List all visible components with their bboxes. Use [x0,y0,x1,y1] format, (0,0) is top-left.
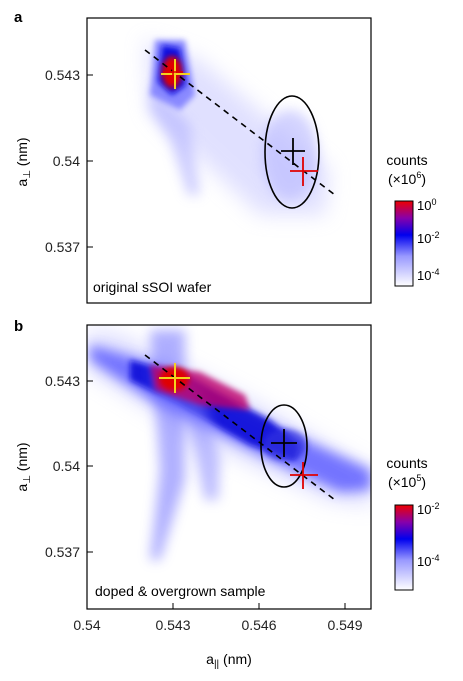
panel-b-xtick-2: 0.546 [241,617,276,633]
panel-b-y-ticks: 0.543 0.54 0.537 [45,373,93,560]
panel-a-red-cross [290,157,318,186]
panel-a-colorbar-scale: (×106) [388,170,426,187]
panel-b-ytick-0: 0.543 [45,373,80,389]
panel-b-y-label: a⊥ (nm) [14,442,33,491]
panel-b-yellow-cross [159,363,190,393]
panel-a-ytick-0: 0.543 [45,67,80,83]
panel-a-ytick-2: 0.537 [45,239,80,255]
panel-a-colorbar: counts (×106) 100 10-2 10-4 [386,152,439,287]
panel-a-yellow-cross [161,59,190,89]
panel-b-xtick-1: 0.543 [155,617,190,633]
panel-b-frame [86,324,372,610]
panel-a-colorbar-bottom: 10-4 [417,267,439,283]
panel-a-caption: original sSOI wafer [93,279,212,295]
panel-b-colorbar-top: 10-2 [417,501,439,517]
svg-text:a⊥ (nm): a⊥ (nm) [14,442,33,491]
panel-b-x-ticks: 0.54 0.543 0.546 0.549 [73,603,363,633]
panel-b-xtick-3: 0.549 [327,617,362,633]
panel-a-black-cross [281,138,305,165]
panel-a-y-ticks: 0.543 0.54 0.537 [45,67,93,255]
panel-a-ellipse [264,95,320,209]
panel-b-caption: doped & overgrown sample [95,583,266,599]
panel-a-y-label: a⊥ (nm) [14,137,33,186]
panel-b-x-label: a|| (nm) [206,651,252,670]
panel-a-red-cross-small [163,64,183,80]
panel-b-heatmap [87,330,371,560]
panel-a-colorbar-gradient [394,200,414,287]
panel-b-colorbar-gradient [394,504,414,591]
panel-a-ytick-1: 0.54 [53,153,80,169]
panel-b-colorbar-scale: (×105) [388,473,426,490]
panel-a-colorbar-top: 100 [417,197,436,213]
svg-text:a⊥ (nm): a⊥ (nm) [14,137,33,186]
panel-b: b 0.543 0.54 0.537 a⊥ (nm) [14,318,439,670]
panel-b-ellipse [260,404,308,488]
panel-a-colorbar-title: counts [386,152,427,168]
panel-b-red-cross [290,462,318,489]
panel-b-black-cross [271,429,297,457]
panel-b-colorbar-title: counts [386,455,427,471]
panel-a: a 0.543 0.54 0.537 a⊥ (nm) [14,9,439,304]
panel-b-ytick-1: 0.54 [53,458,80,474]
panel-b-xtick-0: 0.54 [73,617,100,633]
panel-a-colorbar-mid: 10-2 [417,230,439,246]
panel-b-letter: b [14,318,23,335]
panel-a-letter: a [14,9,23,26]
panel-b-colorbar: counts (×105) 10-2 10-4 [386,455,439,591]
panel-b-colorbar-bottom: 10-4 [417,553,439,569]
panel-b-ytick-2: 0.537 [45,544,80,560]
